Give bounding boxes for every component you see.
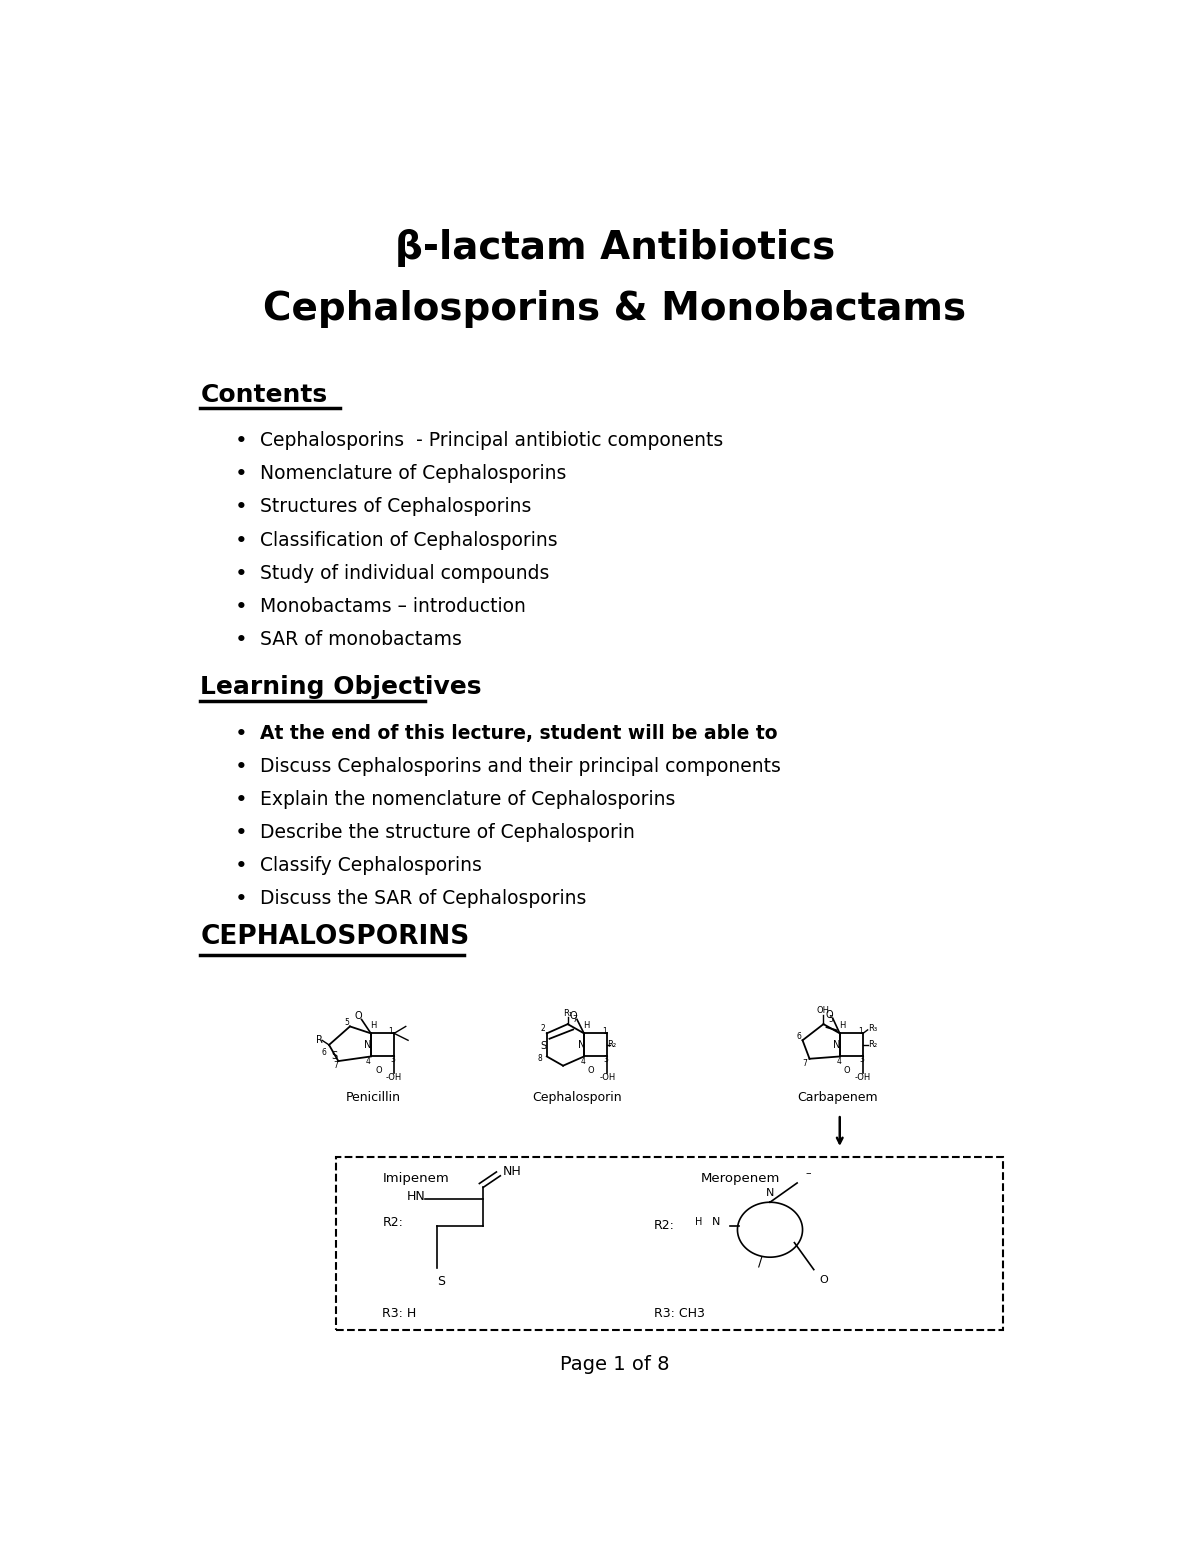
Text: HN: HN [407,1190,425,1204]
Text: -OH: -OH [386,1073,402,1082]
Text: 6: 6 [322,1048,326,1058]
Text: 7: 7 [334,1061,338,1070]
Text: Contents: Contents [200,382,328,407]
Text: 4: 4 [836,1056,841,1065]
Text: 1: 1 [602,1027,607,1036]
Text: H: H [583,1020,589,1030]
Text: Penicillin: Penicillin [346,1092,401,1104]
Text: 7: 7 [803,1059,808,1068]
Text: /: / [758,1255,763,1269]
Text: 1: 1 [858,1027,863,1036]
Text: Cephalosporins & Monobactams: Cephalosporins & Monobactams [264,290,966,328]
Text: O: O [376,1065,383,1075]
Text: 1: 1 [389,1027,394,1036]
Text: 5: 5 [828,1016,833,1023]
Text: •: • [235,756,248,776]
Text: Nomenclature of Cephalosporins: Nomenclature of Cephalosporins [260,464,566,483]
Text: Structures of Cephalosporins: Structures of Cephalosporins [260,497,532,517]
Text: •: • [235,596,248,617]
Text: O: O [820,1275,828,1284]
Text: O: O [354,1011,362,1020]
Text: •: • [235,890,248,910]
Text: Discuss the SAR of Cephalosporins: Discuss the SAR of Cephalosporins [260,890,587,909]
Text: H: H [370,1020,377,1030]
Text: Cephalosporin: Cephalosporin [533,1092,622,1104]
Text: Learning Objectives: Learning Objectives [200,676,482,699]
Text: 3: 3 [390,1056,396,1064]
Text: 3: 3 [859,1056,864,1064]
Text: Discuss Cephalosporins and their principal components: Discuss Cephalosporins and their princip… [260,756,781,776]
Text: •: • [235,631,248,649]
Text: O: O [588,1065,594,1075]
Text: 5: 5 [344,1019,349,1028]
Text: S: S [437,1275,445,1287]
Text: R3: H: R3: H [383,1306,416,1320]
Text: •: • [235,856,248,876]
Text: Monobactams – introduction: Monobactams – introduction [260,596,526,617]
Text: β-lactam Antibiotics: β-lactam Antibiotics [395,228,835,267]
Text: R: R [317,1036,323,1045]
Text: Imipenem: Imipenem [383,1173,449,1185]
Text: •: • [235,531,248,551]
Text: 7: 7 [572,1016,577,1023]
Text: O: O [844,1065,850,1075]
Text: R₁: R₁ [563,1009,572,1019]
Text: Page 1 of 8: Page 1 of 8 [560,1356,670,1374]
Text: 8: 8 [538,1054,542,1064]
Text: •: • [235,564,248,584]
Text: Explain the nomenclature of Cephalosporins: Explain the nomenclature of Cephalospori… [260,790,676,809]
Text: N: N [833,1041,841,1050]
Text: Carbapenem: Carbapenem [797,1092,877,1104]
Text: R2:: R2: [383,1216,403,1228]
Text: OH: OH [817,1006,830,1014]
Text: •: • [235,464,248,485]
Text: R₂: R₂ [607,1041,617,1050]
Text: O: O [570,1011,577,1020]
Text: H: H [839,1020,845,1030]
Text: R₂: R₂ [868,1041,877,1050]
Text: S: S [540,1041,546,1051]
Text: At the end of this lecture, student will be able to: At the end of this lecture, student will… [260,724,778,742]
Text: 6: 6 [797,1033,802,1042]
Text: O: O [826,1009,833,1020]
Text: Describe the structure of Cephalosporin: Describe the structure of Cephalosporin [260,823,635,842]
Text: 4: 4 [366,1056,371,1065]
Text: -OH: -OH [599,1073,616,1082]
Text: N: N [712,1218,720,1227]
Text: H: H [695,1218,702,1227]
Text: N: N [766,1188,774,1197]
Text: –: – [806,1168,811,1179]
Text: •: • [235,823,248,843]
Text: N: N [577,1041,584,1050]
Text: •: • [235,724,248,744]
Text: 4: 4 [581,1056,586,1065]
Text: Study of individual compounds: Study of individual compounds [260,564,550,582]
FancyBboxPatch shape [336,1157,1002,1329]
Text: 3: 3 [604,1056,608,1064]
Text: NH: NH [503,1165,521,1179]
Text: SAR of monobactams: SAR of monobactams [260,631,462,649]
Text: S: S [331,1051,338,1061]
Text: Meropenem: Meropenem [701,1173,780,1185]
Text: Classification of Cephalosporins: Classification of Cephalosporins [260,531,558,550]
Text: CEPHALOSPORINS: CEPHALOSPORINS [200,924,469,950]
Text: •: • [235,497,248,517]
Text: R3: CH3: R3: CH3 [654,1306,704,1320]
Text: •: • [235,432,248,452]
Text: Cephalosporins  - Principal antibiotic components: Cephalosporins - Principal antibiotic co… [260,432,724,450]
Text: 2: 2 [541,1025,546,1033]
Text: •: • [235,790,248,811]
Text: N: N [364,1041,371,1050]
Text: R₃: R₃ [868,1025,877,1033]
Text: -OH: -OH [854,1073,871,1082]
Text: Classify Cephalosporins: Classify Cephalosporins [260,856,482,876]
Text: R2:: R2: [654,1219,674,1233]
